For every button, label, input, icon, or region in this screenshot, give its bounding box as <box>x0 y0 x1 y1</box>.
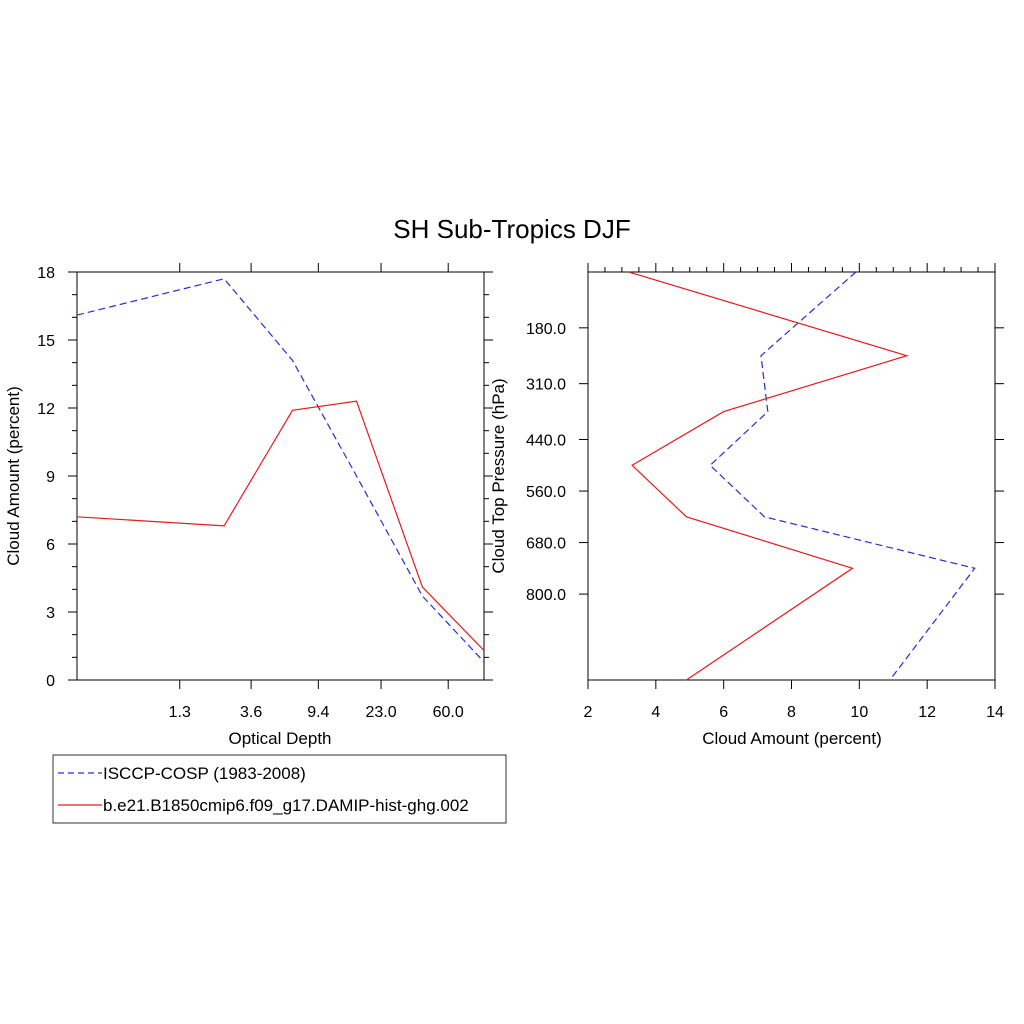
left-y-tick-label: 0 <box>46 673 55 690</box>
right-line-model <box>628 271 909 681</box>
right-y-tick-label: 310.0 <box>526 377 566 394</box>
right-series-lines <box>628 271 976 681</box>
left-x-tick-label: 1.3 <box>169 704 191 721</box>
left-x-tick-label: 3.6 <box>240 704 262 721</box>
legend-label-isccp: ISCCP-COSP (1983-2008) <box>103 764 306 783</box>
left-y-tick-label: 15 <box>37 333 55 350</box>
right-plot-frame <box>587 271 996 681</box>
right-y-tick-label: 680.0 <box>526 536 566 553</box>
legend: ISCCP-COSP (1983-2008) b.e21.B1850cmip6.… <box>52 754 507 824</box>
right-panel: 2 4 6 8 10 12 14 180.0 310.0 440.0 560.0 680.0 800.0… <box>489 263 1004 748</box>
right-y-tick-label: 800.0 <box>526 587 566 604</box>
left-series-lines <box>76 278 485 663</box>
right-ticks: 2 4 6 8 10 12 14 180.0 310.0 440.0 560.0 680.0 800.0 <box>526 263 1004 721</box>
right-x-axis-title: Cloud Amount (percent) <box>702 729 882 748</box>
right-x-tick-label: 8 <box>787 704 796 721</box>
left-y-tick-label: 12 <box>37 401 55 418</box>
right-y-tick-label: 180.0 <box>526 321 566 338</box>
left-y-tick-label: 6 <box>46 537 55 554</box>
legend-label-model: b.e21.B1850cmip6.f09_g17.DAMIP-hist-ghg.… <box>103 796 469 815</box>
right-x-tick-label: 10 <box>850 704 868 721</box>
left-line-model <box>76 400 485 651</box>
right-y-tick-label: 440.0 <box>526 432 566 449</box>
left-x-tick-label: 23.0 <box>365 704 396 721</box>
left-x-tick-label: 9.4 <box>307 704 329 721</box>
chart-title: SH Sub-Tropics DJF <box>393 214 630 244</box>
right-x-tick-label: 2 <box>584 704 593 721</box>
right-x-tick-label: 4 <box>651 704 660 721</box>
right-y-tick-label: 560.0 <box>526 484 566 501</box>
left-ticks: 1.3 3.6 9.4 23.0 60.0 0 3 6 9 12 15 18 <box>37 263 493 721</box>
right-x-tick-label: 14 <box>986 704 1004 721</box>
left-panel: 1.3 3.6 9.4 23.0 60.0 0 3 6 9 12 15 18 Optical Dept… <box>4 263 493 748</box>
legend-box <box>52 754 507 824</box>
left-line-isccp <box>76 278 485 663</box>
right-x-tick-label: 6 <box>719 704 728 721</box>
left-x-axis-title: Optical Depth <box>229 729 332 748</box>
left-y-tick-label: 3 <box>46 605 55 622</box>
left-y-tick-label: 18 <box>37 265 55 282</box>
left-x-tick-label: 60.0 <box>433 704 464 721</box>
right-y-axis-title: Cloud Top Pressure (hPa) <box>489 378 508 573</box>
right-line-isccp <box>709 271 976 681</box>
left-y-axis-title: Cloud Amount (percent) <box>4 386 23 566</box>
left-plot-frame <box>76 271 485 681</box>
right-x-tick-label: 12 <box>918 704 936 721</box>
left-y-tick-label: 9 <box>46 469 55 486</box>
